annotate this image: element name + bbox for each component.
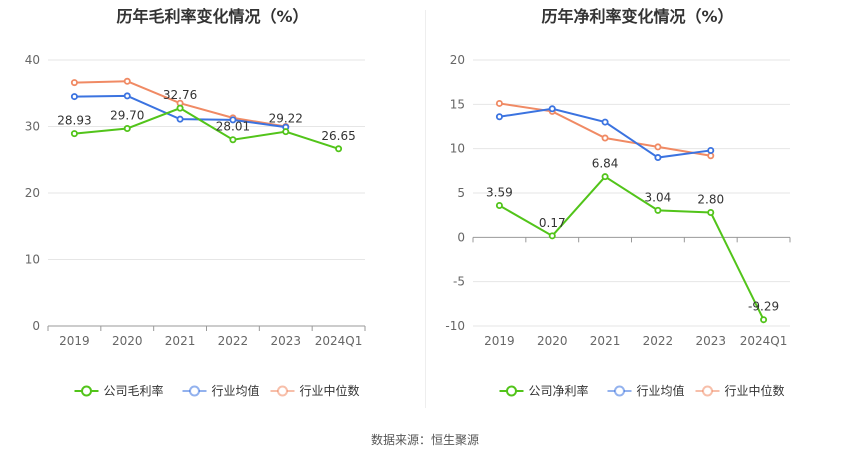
y-tick-label: 40	[25, 53, 40, 67]
data-label: 28.01	[216, 120, 250, 134]
data-point	[707, 209, 715, 217]
gross-margin-chart: 历年毛利率变化情况（%） 0 10 20 30 40 2019 2020 2021 2022 20…	[0, 0, 425, 410]
data-point	[654, 206, 662, 214]
data-point	[760, 316, 768, 324]
data-point	[282, 128, 290, 136]
x-tick-label: 2022	[218, 334, 249, 348]
data-label: 0.17	[539, 216, 566, 230]
data-point	[123, 92, 131, 100]
data-point	[495, 202, 503, 210]
x-tick-label: 2021	[590, 334, 621, 348]
series-line	[74, 107, 339, 150]
legend-marker	[506, 385, 517, 397]
data-point	[229, 136, 237, 144]
data-point	[654, 154, 662, 162]
y-tick-label: 5	[457, 186, 465, 200]
data-point	[229, 116, 237, 124]
y-tick-label: 0	[32, 319, 40, 333]
data-point	[70, 79, 78, 87]
x-tick-label: 2024Q1	[740, 334, 788, 348]
data-point	[654, 143, 662, 151]
net-margin-plot: -10 -5 0 5 10 15 20 2019 2020 2021 2022 2023 2024Q1 3…	[445, 53, 791, 398]
x-tick-label: 2021	[165, 334, 196, 348]
data-point	[601, 173, 609, 181]
legend-marker	[81, 385, 92, 397]
data-point	[601, 134, 609, 142]
data-point	[123, 77, 131, 85]
data-label: 32.76	[163, 88, 197, 102]
data-label: 29.22	[269, 112, 303, 126]
data-label: 29.70	[110, 108, 144, 122]
data-point	[123, 124, 131, 132]
data-label: 28.93	[57, 114, 91, 128]
data-label: 26.65	[321, 129, 355, 143]
data-point	[548, 105, 556, 113]
series-line	[498, 175, 765, 321]
y-tick-label: 20	[450, 53, 465, 67]
legend-marker	[189, 385, 200, 397]
y-tick-label: -5	[453, 275, 465, 289]
data-point	[335, 145, 343, 153]
x-tick-label: 2019	[484, 334, 515, 348]
data-point	[70, 93, 78, 101]
y-tick-label: 10	[450, 142, 465, 156]
x-tick-label: 2020	[112, 334, 143, 348]
gross-margin-plot: 0 10 20 30 40 2019 2020 2021 2022 2023 2024Q1 28.93…	[25, 53, 366, 398]
data-point	[176, 104, 184, 112]
data-source: 数据来源：恒生聚源	[370, 433, 479, 447]
x-tick-label: 2024Q1	[315, 334, 363, 348]
y-tick-label: 20	[25, 186, 40, 200]
data-point	[495, 113, 503, 121]
y-tick-label: -10	[445, 319, 465, 333]
chart-title: 历年毛利率变化情况（%）	[116, 7, 309, 26]
y-tick-label: 0	[457, 230, 465, 244]
data-point	[495, 99, 503, 107]
net-margin-chart: 历年净利率变化情况（%） -10 -5 0 5 10 15 20 2019 2020 2021 20…	[425, 0, 850, 410]
legend-marker	[702, 385, 713, 397]
chart-title: 历年净利率变化情况（%）	[541, 7, 734, 26]
data-point	[707, 146, 715, 154]
x-tick-label: 2022	[643, 334, 674, 348]
legend-label: 行业中位数	[725, 383, 785, 398]
y-tick-label: 30	[25, 120, 40, 134]
data-label: 3.04	[645, 190, 672, 204]
y-tick-label: 15	[450, 97, 465, 111]
data-point	[548, 232, 556, 240]
data-label: 6.84	[592, 157, 619, 171]
legend-marker	[277, 385, 288, 397]
legend-label: 行业均值	[212, 383, 260, 398]
y-tick-label: 10	[25, 253, 40, 267]
panel-divider	[425, 10, 426, 408]
data-point	[176, 115, 184, 123]
legend-marker	[614, 385, 625, 397]
legend-label: 行业均值	[637, 383, 685, 398]
legend-label: 公司净利率	[529, 383, 589, 398]
data-label: 2.80	[697, 193, 724, 207]
data-label: 3.59	[486, 186, 513, 200]
data-point	[70, 130, 78, 138]
data-label: -9.29	[748, 300, 779, 314]
data-point	[601, 118, 609, 126]
x-tick-label: 2019	[59, 334, 90, 348]
x-tick-label: 2023	[695, 334, 726, 348]
legend-label: 公司毛利率	[104, 383, 164, 398]
legend-label: 行业中位数	[300, 383, 360, 398]
x-tick-label: 2023	[270, 334, 301, 348]
x-tick-label: 2020	[537, 334, 568, 348]
